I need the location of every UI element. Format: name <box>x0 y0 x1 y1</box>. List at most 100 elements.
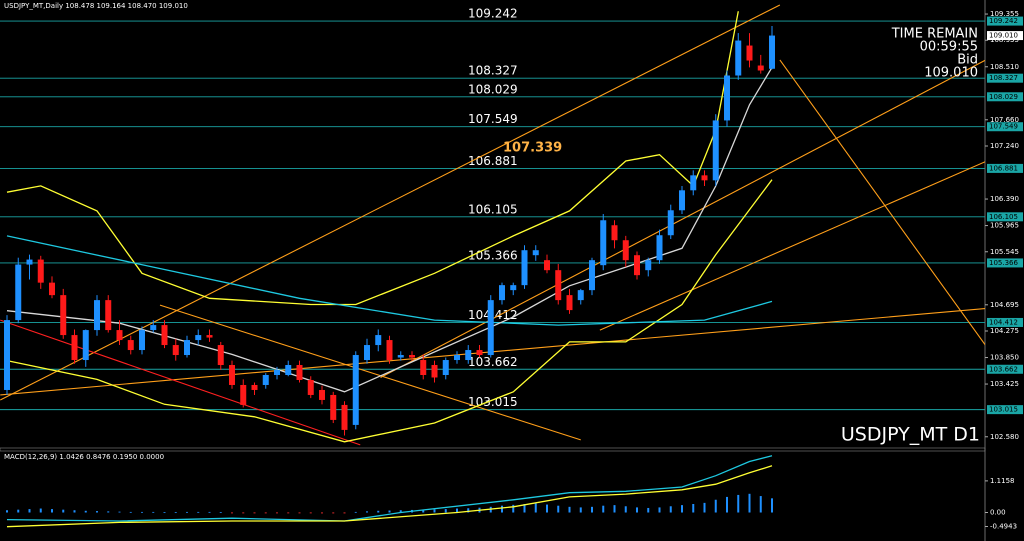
chart-title: USDJPY_MT,Daily 108.478 109.164 108.470 … <box>4 2 188 10</box>
macd-bar <box>343 512 346 514</box>
level-box <box>987 73 1023 83</box>
macd-bar <box>96 511 98 513</box>
candle-body <box>746 45 753 61</box>
candle-body <box>184 340 190 356</box>
macd-bar <box>287 512 290 514</box>
candle-body <box>127 340 134 351</box>
macd-bar <box>444 509 447 513</box>
level-box <box>987 16 1023 26</box>
macd-bar <box>118 511 121 513</box>
y-tick-label: 0.00 <box>990 509 1006 517</box>
macd-bar <box>737 494 740 513</box>
macd-bar <box>669 506 672 513</box>
macd-bar <box>231 512 233 514</box>
macd-bar <box>399 510 402 513</box>
macd-bar <box>579 507 582 513</box>
candle-body <box>341 404 348 430</box>
candle-body <box>195 335 202 341</box>
candle-body <box>274 370 280 375</box>
candle-body <box>206 335 213 338</box>
candle-body <box>645 260 652 271</box>
level-box-label: 105.366 <box>989 259 1018 267</box>
level-label: 109.242 <box>468 7 518 21</box>
macd-bar <box>276 512 278 514</box>
candle-body <box>330 394 337 420</box>
macd-bar <box>17 509 20 513</box>
candle-body <box>622 240 629 261</box>
macd-bar <box>309 512 312 514</box>
candle-body <box>555 270 562 301</box>
macd-bar <box>28 509 31 513</box>
y-tick-label: 109.355 <box>990 10 1019 18</box>
price-label: 107.339 <box>503 140 562 155</box>
candle-body <box>60 295 67 336</box>
trendline <box>0 307 985 396</box>
level-box <box>987 405 1023 415</box>
level-label: 108.327 <box>468 64 518 78</box>
macd-bar <box>658 507 661 513</box>
macd-bar <box>197 511 200 513</box>
macd-bar <box>51 509 53 513</box>
macd-bar <box>602 505 605 513</box>
macd-bar <box>557 505 560 513</box>
candle-body <box>611 225 618 241</box>
candle-body <box>15 264 22 321</box>
macd-bar <box>647 507 650 513</box>
candle-body <box>656 235 663 261</box>
macd-bar <box>332 512 335 514</box>
macd-bar <box>39 508 42 513</box>
level-box-label: 106.105 <box>989 213 1018 221</box>
level-box-label: 109.242 <box>989 17 1018 25</box>
candle-body <box>71 335 78 361</box>
macd-bar <box>6 510 8 513</box>
y-tick-label: 104.695 <box>990 301 1019 309</box>
macd-bar <box>748 493 751 513</box>
y-tick-label: 108.510 <box>990 63 1019 71</box>
macd-bar <box>377 510 380 513</box>
macd-bar <box>692 504 695 513</box>
candle-body <box>499 285 505 301</box>
candle-body <box>454 355 460 361</box>
candle-body <box>386 340 393 361</box>
macd-bar <box>467 508 470 513</box>
candle-body <box>49 282 55 296</box>
candle-body <box>296 365 303 380</box>
macd-bar <box>771 498 773 513</box>
indicator-line <box>6 465 773 528</box>
candle-body <box>262 374 269 385</box>
candle-body <box>566 295 573 311</box>
candle-body <box>420 360 427 375</box>
macd-bar <box>73 510 76 513</box>
macd-bar <box>366 511 368 513</box>
y-tick-label: -0.4943 <box>990 523 1017 531</box>
candle-body <box>465 350 472 361</box>
level-box <box>987 364 1023 374</box>
y-tick-label: 105.545 <box>990 248 1019 256</box>
macd-bar <box>129 511 132 513</box>
macd-bar <box>591 506 593 513</box>
macd-bar <box>163 512 166 514</box>
level-box <box>987 258 1023 268</box>
macd-bar <box>726 496 728 513</box>
macd-bar <box>174 512 177 514</box>
candle-body <box>600 220 607 266</box>
candle-body <box>409 355 415 358</box>
macd-bar <box>298 512 301 514</box>
macd-bar <box>107 511 110 513</box>
macd-bar <box>354 511 357 513</box>
level-label: 103.662 <box>468 355 518 369</box>
macd-bar <box>546 504 548 513</box>
candle-body <box>634 255 640 276</box>
macd-bar <box>523 504 526 513</box>
price-box-label: 109.010 <box>989 32 1018 40</box>
price-box <box>987 31 1023 41</box>
macd-bar <box>152 511 155 513</box>
level-label: 106.105 <box>468 202 518 216</box>
macd-bar <box>219 512 222 514</box>
macd-bar <box>264 512 267 514</box>
candle-body <box>431 365 438 378</box>
macd-bar <box>321 512 323 514</box>
macd-bar <box>512 504 515 513</box>
candle-body <box>724 75 730 121</box>
candle-body <box>172 345 179 356</box>
